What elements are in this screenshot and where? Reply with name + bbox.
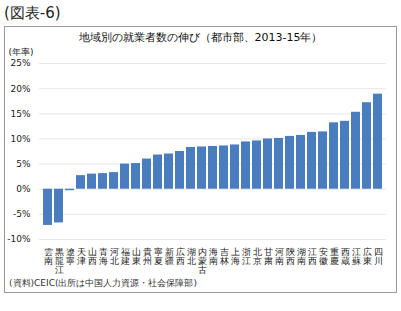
svg-text:天津: 天津 [77, 247, 86, 266]
svg-text:25%: 25% [10, 58, 30, 68]
svg-text:-5%: -5% [13, 209, 31, 219]
html-text:(図表-6): (図表-6) [4, 4, 61, 22]
svg-text:広西: 広西 [176, 247, 185, 266]
svg-text:甘粛: 甘粛 [264, 247, 273, 266]
svg-text:湖南: 湖南 [297, 247, 306, 266]
svg-text:湖北: 湖北 [187, 247, 196, 266]
html-text:(資料)CEIC(出所は中国人力資源・社会保障部): (資料)CEIC(出所は中国人力資源・社会保障部) [9, 278, 197, 288]
svg-text:北京: 北京 [253, 247, 262, 266]
svg-text:-10%: -10% [7, 234, 31, 244]
svg-text:5%: 5% [16, 159, 31, 169]
svg-text:江蘇: 江蘇 [352, 247, 361, 266]
svg-text:山西: 山西 [88, 247, 97, 266]
svg-text:河南: 河南 [275, 247, 284, 266]
html-text:地域別の就業者数の伸び（都市部、2013-15年）: 地域別の就業者数の伸び（都市部、2013-15年） [78, 31, 323, 44]
svg-text:四川: 四川 [374, 247, 383, 266]
svg-text:河北: 河北 [110, 247, 119, 266]
svg-text:寧夏: 寧夏 [154, 247, 163, 266]
svg-text:広東: 広東 [363, 247, 372, 266]
svg-text:10%: 10% [10, 134, 30, 144]
svg-text:20%: 20% [10, 84, 30, 94]
svg-text:山東: 山東 [132, 247, 141, 266]
svg-text:内蒙古: 内蒙古 [198, 247, 207, 275]
svg-text:貴州: 貴州 [143, 247, 152, 266]
svg-text:海南: 海南 [209, 247, 218, 266]
svg-text:上海: 上海 [231, 247, 240, 266]
svg-text:重慶: 重慶 [330, 247, 339, 266]
svg-text:福建: 福建 [120, 247, 130, 266]
svg-text:0%: 0% [16, 184, 31, 194]
svg-text:遼寧: 遼寧 [66, 247, 75, 266]
svg-text:安徽: 安徽 [319, 247, 328, 266]
svg-text:西蔵: 西蔵 [341, 247, 350, 266]
svg-text:新疆: 新疆 [165, 247, 174, 266]
svg-text:青海: 青海 [99, 247, 108, 266]
svg-text:江西: 江西 [308, 247, 317, 266]
svg-text:15%: 15% [10, 109, 30, 119]
svg-text:(年率): (年率) [9, 47, 34, 57]
svg-text:浙江: 浙江 [242, 247, 251, 266]
svg-text:陝西: 陝西 [286, 247, 295, 266]
svg-text:黒龍江: 黒龍江 [55, 247, 64, 275]
svg-text:吉林: 吉林 [219, 247, 229, 266]
svg-text:雲南: 雲南 [44, 247, 53, 266]
